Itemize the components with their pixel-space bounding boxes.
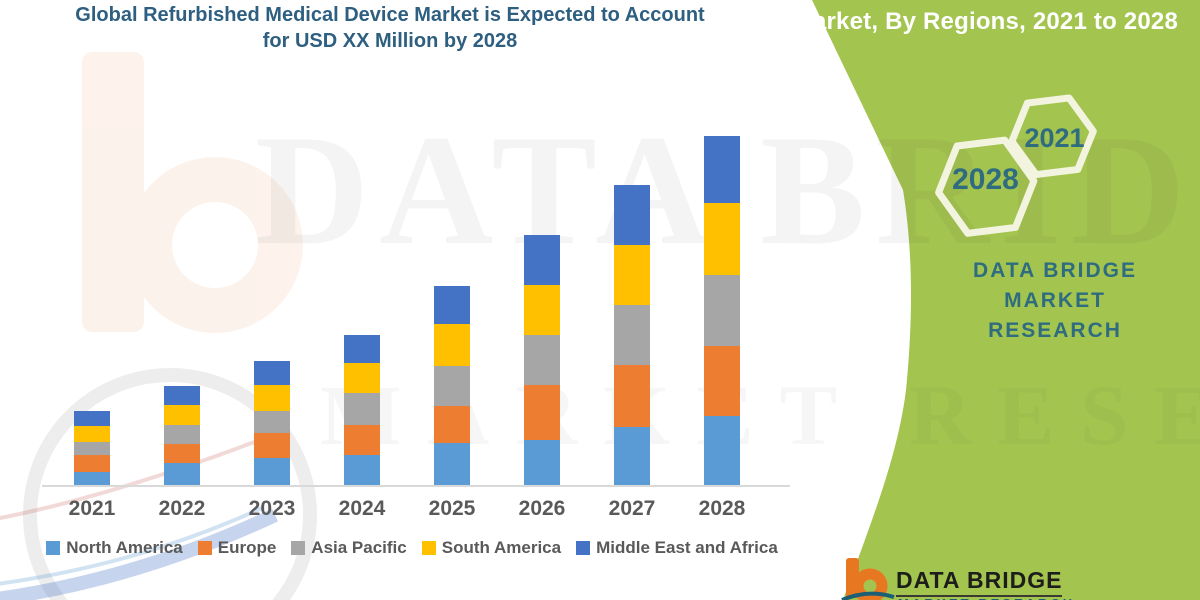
x-axis-label-2025: 2025 <box>428 497 476 520</box>
bar-segment-2028-south-america <box>704 203 740 275</box>
bar-segment-2026-europe <box>524 385 560 440</box>
bar-segment-2021-asia-pacific <box>74 442 110 455</box>
x-axis-label-2024: 2024 <box>338 497 386 520</box>
bar-segment-2026-south-america <box>524 285 560 335</box>
bar-segment-2022-south-america <box>164 405 200 425</box>
hexagon-2021-label: 2021 <box>1024 123 1085 153</box>
hexagon-2021 <box>1008 94 1097 179</box>
legend-label: North America <box>66 538 183 557</box>
x-axis-label-2021: 2021 <box>68 497 116 520</box>
bar-segment-2021-middle-east-and-africa <box>74 411 110 426</box>
logo-b-watermark <box>82 52 303 333</box>
bar-2024 <box>344 335 380 485</box>
legend-label: South America <box>441 538 562 557</box>
brand-text-line2: RESEARCH <box>988 319 1122 342</box>
hexagon-2028 <box>935 136 1038 237</box>
bar-segment-2023-north-america <box>254 458 290 485</box>
footer-logo-subtext: MARKET RESEARCH <box>898 596 1075 600</box>
legend-label: Europe <box>217 538 277 557</box>
red-arc-watermark <box>0 436 266 521</box>
blue-swoosh-watermark-thin <box>0 506 263 586</box>
bar-segment-2024-asia-pacific <box>344 393 380 425</box>
blue-swoosh-watermark <box>0 508 278 600</box>
bar-segment-2023-asia-pacific <box>254 411 290 433</box>
bar-segment-2024-middle-east-and-africa <box>344 335 380 363</box>
x-axis-label-2023: 2023 <box>248 497 296 520</box>
x-axis-label-2026: 2026 <box>518 497 566 520</box>
legend-swatch-icon <box>291 541 306 555</box>
bar-segment-2023-middle-east-and-africa <box>254 361 290 385</box>
bar-segment-2025-north-america <box>434 443 470 485</box>
bar-segment-2024-europe <box>344 425 380 455</box>
x-axis-label-2028: 2028 <box>698 497 746 520</box>
bar-segment-2027-europe <box>614 365 650 427</box>
legend-item-middle-east-and-africa: Middle East and Africa <box>576 538 778 558</box>
bar-segment-2027-south-america <box>614 245 650 305</box>
legend-item-south-america: South America <box>421 538 562 558</box>
hexagon-2028-label: 2028 <box>952 163 1019 196</box>
bar-2026 <box>524 235 560 485</box>
x-axis-label-2022: 2022 <box>158 497 206 520</box>
bar-segment-2021-north-america <box>74 472 110 485</box>
bar-segment-2028-asia-pacific <box>704 275 740 346</box>
footer-logo: DATA BRIDGE MARKET RESEARCH <box>840 555 1160 600</box>
brand-text: DATA BRIDGE MARKET RESEARCH <box>920 256 1190 346</box>
bar-2027 <box>614 185 650 485</box>
bar-segment-2022-europe <box>164 444 200 463</box>
bar-segment-2023-europe <box>254 433 290 458</box>
plot-area: 2021 2022 2023 2024 2025 2026 2027 2028 <box>40 100 790 520</box>
bar-2022 <box>164 386 200 485</box>
legend-swatch-icon <box>197 541 212 555</box>
legend-swatch-icon <box>576 541 591 555</box>
bar-segment-2026-north-america <box>524 440 560 485</box>
bar-segment-2024-south-america <box>344 363 380 393</box>
footer-logo-text: DATA BRIDGE <box>896 567 1063 597</box>
bar-segment-2025-asia-pacific <box>434 366 470 406</box>
bar-segment-2023-south-america <box>254 385 290 411</box>
brand-text-line1: DATA BRIDGE MARKET <box>973 259 1137 312</box>
chart-title: Global Refurbished Medical Device Market… <box>30 2 750 54</box>
bar-segment-2024-north-america <box>344 455 380 485</box>
bar-2021 <box>74 411 110 485</box>
bar-segment-2025-europe <box>434 406 470 443</box>
data-bridge-logo-icon <box>841 558 895 600</box>
bar-segment-2022-north-america <box>164 463 200 485</box>
x-axis-label-2027: 2027 <box>608 497 656 520</box>
bar-2028 <box>704 136 740 485</box>
bar-segment-2027-north-america <box>614 427 650 485</box>
legend-swatch-icon <box>46 541 61 555</box>
legend-label: Middle East and Africa <box>596 538 778 557</box>
bar-segment-2028-middle-east-and-africa <box>704 136 740 203</box>
bar-segment-2022-middle-east-and-africa <box>164 386 200 405</box>
bar-segment-2026-middle-east-and-africa <box>524 235 560 285</box>
bar-segment-2025-south-america <box>434 324 470 366</box>
legend-item-europe: Europe <box>197 538 277 558</box>
bar-segment-2025-middle-east-and-africa <box>434 286 470 324</box>
legend-label: Asia Pacific <box>311 538 407 557</box>
chart-title-line2: for USD XX Million by 2028 <box>262 30 518 52</box>
chart-legend: North America Europe Asia Pacific South Ame… <box>30 538 794 558</box>
bar-segment-2027-asia-pacific <box>614 305 650 365</box>
bar-2025 <box>434 286 470 485</box>
bar-segment-2027-middle-east-and-africa <box>614 185 650 245</box>
bar-segment-2028-north-america <box>704 416 740 485</box>
bar-segment-2026-asia-pacific <box>524 335 560 385</box>
bar-segment-2028-europe <box>704 346 740 416</box>
bar-2023 <box>254 361 290 485</box>
bar-segment-2022-asia-pacific <box>164 425 200 444</box>
bar-segment-2021-europe <box>74 455 110 472</box>
gray-ring-watermark <box>23 368 317 600</box>
legend-item-asia-pacific: Asia Pacific <box>291 538 407 558</box>
hexagon-badges <box>935 94 1097 237</box>
bar-segment-2021-south-america <box>74 426 110 442</box>
x-axis-line <box>42 485 790 487</box>
legend-item-north-america: North America <box>46 538 183 558</box>
panel-band-title: Market, By Regions, 2021 to 2028 <box>792 8 1178 35</box>
legend-swatch-icon <box>421 541 436 555</box>
chart-title-line1: Global Refurbished Medical Device Market… <box>75 4 705 26</box>
